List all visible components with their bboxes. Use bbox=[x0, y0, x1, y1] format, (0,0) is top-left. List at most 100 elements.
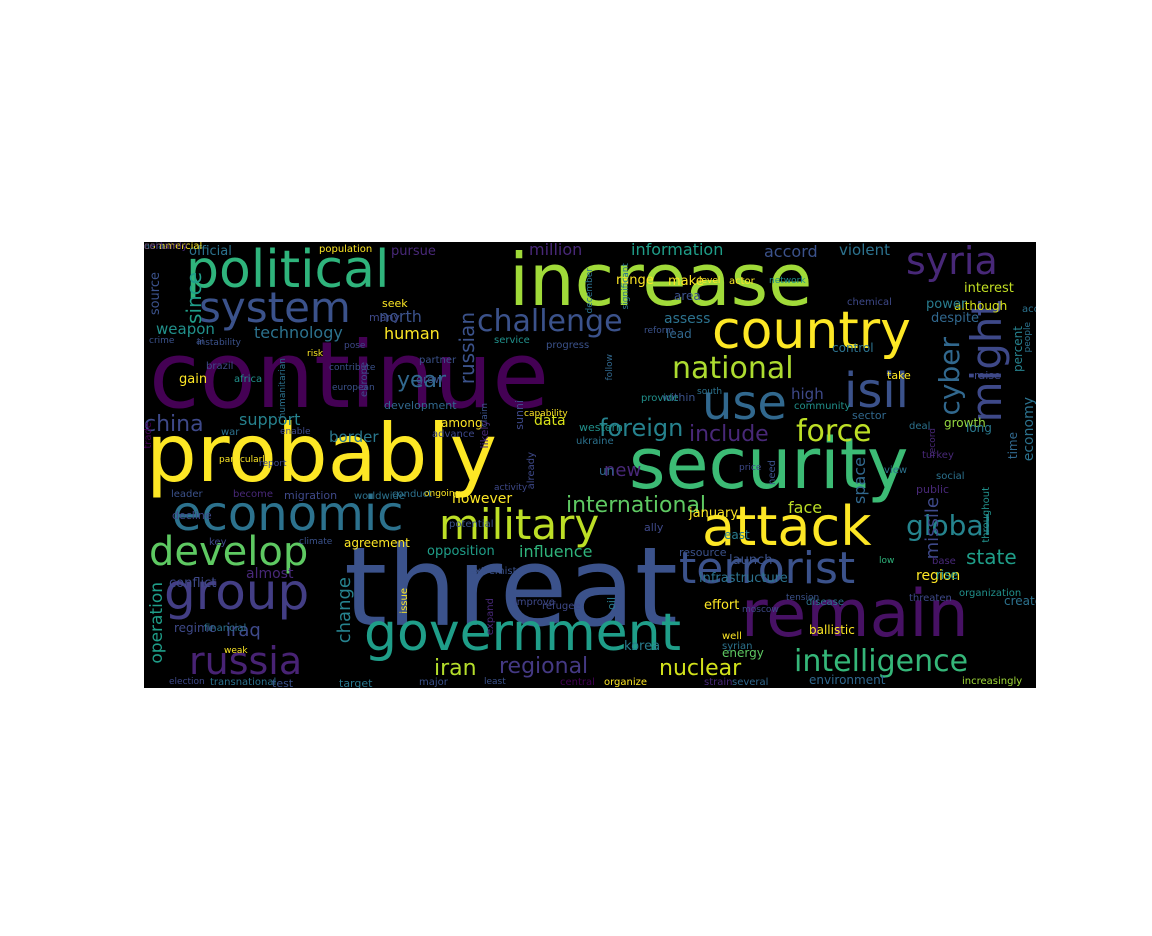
cloud-word: syria bbox=[906, 242, 998, 283]
cloud-word: test bbox=[272, 677, 294, 688]
cloud-word: growth bbox=[944, 416, 986, 430]
cloud-word: un bbox=[599, 464, 615, 478]
cloud-word: population bbox=[319, 244, 373, 255]
cloud-word: ally bbox=[644, 521, 664, 534]
cloud-word: conflict bbox=[169, 576, 217, 591]
cloud-word: already bbox=[526, 452, 537, 490]
cloud-word: regime bbox=[174, 621, 217, 635]
cloud-word: ongoing bbox=[424, 489, 461, 499]
cloud-word: year bbox=[397, 368, 447, 393]
cloud-word: international bbox=[566, 493, 707, 518]
cloud-word: particularly bbox=[219, 455, 271, 465]
cloud-word: ballistic bbox=[809, 623, 855, 637]
cloud-word: expand bbox=[485, 598, 496, 636]
cloud-word: environment bbox=[809, 673, 886, 687]
cloud-word: many bbox=[369, 311, 400, 324]
cloud-word: north bbox=[379, 307, 422, 326]
cloud-word: technology bbox=[254, 323, 343, 342]
cloud-word: tension bbox=[786, 593, 820, 603]
cloud-word: intelligence bbox=[794, 644, 969, 679]
cloud-word: trade bbox=[144, 422, 154, 449]
cloud-word: face bbox=[788, 498, 823, 517]
cloud-word: include bbox=[689, 422, 769, 447]
cloud-word: opposition bbox=[427, 544, 495, 559]
cloud-word: commercial bbox=[144, 242, 203, 252]
cloud-word: asia bbox=[144, 242, 165, 252]
cloud-word: within bbox=[662, 391, 696, 404]
cloud-word: group bbox=[164, 563, 310, 621]
cloud-word: threat bbox=[344, 523, 678, 651]
cloud-word: risk bbox=[307, 349, 324, 359]
cloud-word: russia bbox=[189, 639, 303, 683]
cloud-word: space bbox=[850, 457, 869, 504]
cloud-word: continue bbox=[149, 322, 550, 429]
cloud-word: force bbox=[796, 414, 872, 449]
cloud-word: political bbox=[186, 242, 390, 300]
cloud-word: iraq bbox=[226, 620, 261, 641]
cloud-word: area bbox=[674, 289, 701, 303]
cloud-word: deal bbox=[909, 421, 931, 432]
cloud-word: price bbox=[739, 463, 762, 473]
cloud-word: issue bbox=[399, 588, 410, 614]
cloud-word: organize bbox=[604, 677, 648, 688]
cloud-word: leader bbox=[171, 489, 203, 500]
cloud-word: economy bbox=[1021, 397, 1036, 462]
cloud-word: people bbox=[1023, 322, 1033, 353]
cloud-word: threaten bbox=[909, 593, 952, 604]
cloud-word: launch bbox=[729, 553, 773, 568]
cloud-word: improve bbox=[514, 597, 555, 608]
cloud-word: january bbox=[689, 506, 739, 521]
cloud-word: increase bbox=[509, 242, 813, 322]
cloud-word: turkey bbox=[922, 450, 954, 461]
cloud-word: raise bbox=[974, 369, 1001, 382]
cloud-word: financial bbox=[204, 623, 247, 634]
cloud-word: change bbox=[334, 577, 355, 644]
cloud-word: target bbox=[339, 677, 373, 688]
cloud-word: pursue bbox=[391, 244, 436, 259]
cloud-word: china bbox=[144, 412, 204, 437]
cloud-word: terrorist bbox=[679, 543, 856, 594]
cloud-word: challenge bbox=[477, 304, 623, 339]
cloud-word: key bbox=[209, 537, 227, 548]
cloud-word: create bbox=[1004, 594, 1036, 608]
cloud-word: information bbox=[631, 242, 724, 259]
cloud-word: interest bbox=[964, 281, 1014, 296]
cloud-word: south bbox=[697, 387, 723, 397]
cloud-word: migration bbox=[284, 489, 338, 502]
cloud-word: base bbox=[932, 556, 956, 567]
cloud-word: potential bbox=[449, 519, 494, 530]
cloud-word: however bbox=[452, 491, 513, 507]
cloud-word: lead bbox=[666, 327, 692, 341]
cloud-word: grow bbox=[416, 373, 443, 386]
cloud-word: european bbox=[332, 383, 375, 393]
cloud-word: report bbox=[259, 459, 287, 469]
cloud-word: make bbox=[668, 274, 704, 289]
cloud-word: influence bbox=[519, 542, 593, 561]
cloud-word: humanitarian bbox=[278, 358, 288, 419]
cloud-word: chemical bbox=[847, 297, 892, 308]
cloud-word: official bbox=[189, 244, 232, 259]
cloud-word: remain bbox=[741, 577, 969, 652]
cloud-word: worldwide bbox=[354, 491, 405, 502]
cloud-word: region bbox=[916, 568, 961, 584]
cloud-word: probably bbox=[146, 407, 498, 500]
cloud-word: throughout bbox=[981, 487, 992, 543]
cloud-word: moscow bbox=[742, 605, 779, 615]
cloud-word: decline bbox=[172, 509, 212, 522]
cloud-word: despite bbox=[931, 311, 979, 326]
cloud-word: data bbox=[534, 413, 566, 429]
cloud-word: ukraine bbox=[576, 436, 614, 447]
cloud-word: syrian bbox=[722, 641, 753, 652]
cloud-word: gain bbox=[179, 372, 208, 387]
cloud-word: attack bbox=[702, 495, 872, 558]
cloud-word: war bbox=[221, 427, 240, 438]
cloud-word: capability bbox=[524, 409, 568, 419]
cloud-word: east bbox=[724, 528, 750, 542]
cloud-word: africa bbox=[234, 374, 263, 385]
cloud-word: well bbox=[722, 631, 742, 642]
cloud-word: time bbox=[1006, 432, 1020, 460]
cloud-word: agreement bbox=[344, 536, 410, 550]
cloud-word: violent bbox=[839, 242, 891, 259]
cloud-word: assess bbox=[664, 311, 711, 327]
cloud-word: infrastructure bbox=[699, 571, 788, 586]
